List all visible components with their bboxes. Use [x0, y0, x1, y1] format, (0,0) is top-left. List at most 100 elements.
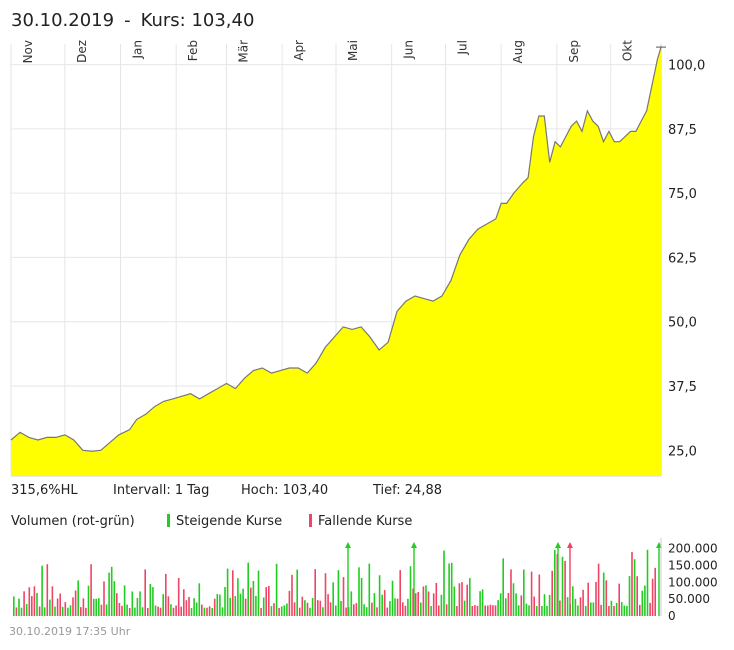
volume-bar — [121, 605, 123, 616]
volume-bar — [507, 593, 510, 616]
volume-bar — [355, 603, 358, 616]
volume-bar — [317, 600, 319, 616]
volume-bar — [566, 597, 569, 616]
volume-bar — [383, 590, 386, 616]
interval-value[interactable]: Intervall: 1 Tag — [113, 483, 210, 498]
volume-bar — [350, 591, 353, 616]
volume-bar — [510, 569, 512, 616]
volume-bar — [43, 607, 46, 616]
price-area — [10, 46, 666, 476]
volume-bar — [358, 567, 360, 616]
volume-bar — [190, 608, 193, 616]
price-area-fill — [11, 47, 661, 476]
volume-bar — [373, 593, 376, 616]
volume-bar — [548, 595, 551, 616]
volume-bar — [378, 575, 381, 616]
volume-bar — [98, 598, 100, 616]
month-label-9: Jul — [456, 40, 470, 55]
volume-bar — [584, 606, 587, 616]
volume-bar — [618, 583, 620, 616]
volume-bar — [505, 598, 507, 616]
volume-bar — [577, 605, 579, 616]
volume-bar — [492, 605, 494, 616]
volume-bar — [286, 603, 288, 616]
volume-bar — [420, 602, 422, 616]
price-tick-label: 25,0 — [668, 444, 697, 459]
volume-bar — [206, 607, 208, 616]
volume-bar — [371, 602, 373, 616]
volume-bar — [59, 593, 61, 616]
volume-bar — [479, 591, 481, 616]
volume-tick-label: 50.000 — [668, 592, 710, 606]
volume-bar — [376, 607, 378, 616]
volume-bar — [61, 606, 64, 616]
volume-bar — [149, 584, 152, 616]
volume-bar — [626, 605, 628, 616]
volume-bar — [600, 604, 602, 616]
volume-bar — [515, 593, 517, 616]
volume-bar — [595, 581, 597, 616]
volume-bar — [422, 586, 425, 616]
month-label-12: Okt — [621, 40, 635, 61]
volume-bar — [72, 597, 74, 616]
price-tick-label: 37,5 — [668, 380, 697, 395]
volume-axis-labels: 200.000 150.000 100.000 50.000 0 — [660, 538, 718, 623]
volume-legend-title: Volumen (rot-grün) — [11, 514, 135, 529]
volume-bar — [512, 583, 515, 616]
volume-bar — [402, 602, 404, 616]
volume-bar — [554, 550, 556, 616]
volume-bar — [211, 608, 213, 616]
volume-bar — [46, 564, 49, 616]
volume-bar — [445, 604, 448, 616]
volume-bar — [551, 570, 553, 616]
volume-bar — [265, 587, 267, 616]
volume-bar — [335, 605, 337, 616]
volume-bar — [641, 590, 644, 616]
volume-bar — [484, 605, 486, 616]
volume-bar — [229, 597, 231, 616]
volume-bar — [80, 607, 82, 616]
volume-bar — [546, 606, 548, 616]
volume-bar — [167, 596, 170, 616]
volume-bar — [180, 606, 182, 616]
volume-bar — [517, 605, 520, 616]
volume-bar — [520, 595, 523, 616]
volume-bar — [381, 594, 383, 616]
volume-bar — [203, 607, 206, 616]
month-label-10: Aug — [511, 40, 525, 63]
volume-bar — [644, 585, 646, 616]
volume-bars — [13, 542, 662, 616]
volume-bar — [226, 568, 229, 616]
volume-bar — [288, 590, 291, 616]
volume-bar — [615, 602, 618, 616]
volume-bar — [324, 573, 327, 616]
volume-bar — [136, 598, 139, 616]
volume-bar — [234, 596, 237, 616]
rising-swatch — [167, 514, 170, 527]
volume-bar — [327, 594, 329, 616]
price-tick-label: 50,0 — [668, 316, 697, 331]
volume-bar — [216, 594, 219, 616]
price-tick-label: 100,0 — [668, 59, 705, 74]
price-tick-label: 62,5 — [668, 251, 697, 266]
legend-falling: Fallende Kurse — [309, 514, 412, 529]
volume-bar — [620, 602, 623, 616]
volume-bar — [15, 607, 18, 616]
volume-bar — [499, 593, 502, 616]
month-labels: Nov Dez Jan Feb Mär Apr Mai Jun Jul Aug Sep Okt — [21, 40, 635, 64]
volume-bar — [188, 597, 190, 616]
volume-bar — [13, 596, 15, 616]
volume-bar — [85, 607, 87, 616]
volume-chart[interactable]: 200.000 150.000 100.000 50.000 0 — [0, 534, 734, 624]
volume-bar — [489, 604, 492, 616]
month-label-5: Mär — [236, 40, 250, 63]
volume-bar — [574, 598, 577, 616]
month-label-8: Jun — [402, 40, 416, 60]
price-chart[interactable]: Nov Dez Jan Feb Mär Apr Mai Jun Jul Aug Sep Okt 100… — [0, 0, 734, 480]
volume-bar — [466, 584, 468, 616]
volume-bar — [262, 597, 265, 616]
volume-bar — [82, 598, 85, 616]
volume-bar — [502, 558, 504, 616]
volume-bar — [582, 589, 584, 616]
volume-bar — [450, 562, 453, 616]
